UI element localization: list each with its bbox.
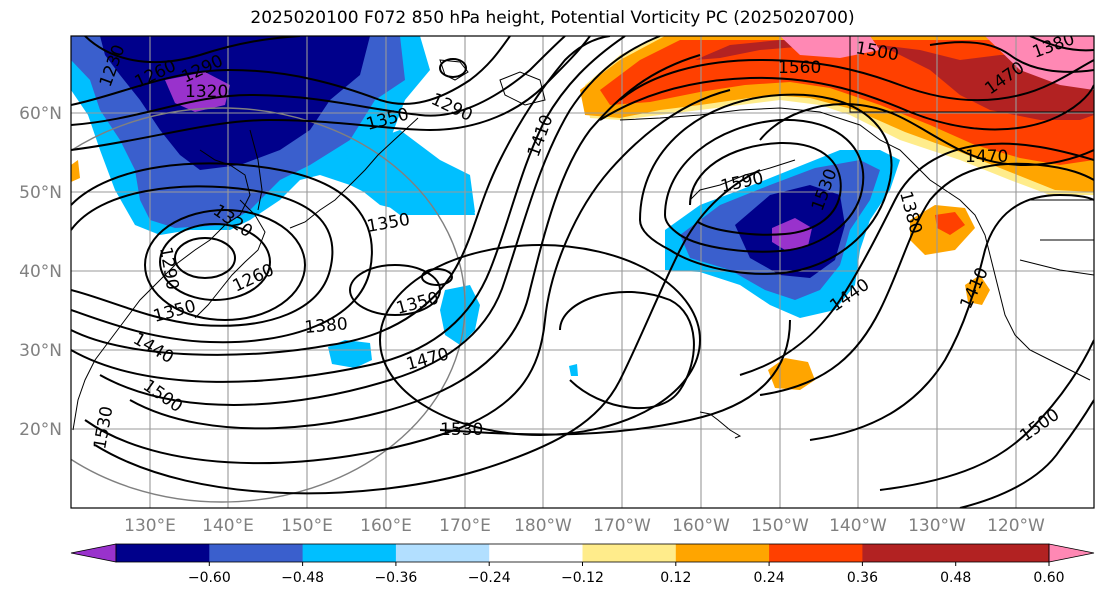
colorbar-tick-label: −0.36 [374,570,417,586]
colorbar-tick-label: 0.48 [940,570,971,586]
contour-label: 1470 [965,147,1008,167]
colorbar-swatch [955,544,1050,562]
colorbar-swatch [116,544,210,562]
lat-label: 20°N [19,420,62,440]
lon-label: 170°W [593,516,651,536]
contour-label: 1560 [778,58,821,78]
pv-pacific-blob [440,285,480,345]
contour-label: 1320 [185,82,228,102]
lat-label: 30°N [19,341,62,361]
lat-label: 60°N [19,104,62,124]
colorbar-tick-label: −0.12 [561,570,604,586]
pv-pacific-small [328,340,372,368]
colorbar-tick-label: −0.60 [188,570,231,586]
colorbar-swatch [302,544,397,562]
pv-bering-light [345,130,475,215]
lat-label: 50°N [19,183,62,203]
colorbar-swatch [769,544,863,562]
contour-label: 1380 [304,314,349,338]
colorbar-tick-label: 0.12 [660,570,691,586]
map-area: 1230 1260 1290 1320 1350 1290 1350 1410 … [71,36,1094,508]
latitude-labels: 60°N 50°N 40°N 30°N 20°N [19,104,62,440]
longitude-labels: 130°E 140°E 150°E 160°E 170°E 180°W 170°… [124,516,1045,536]
colorbar-swatch [582,544,677,562]
pv-west-edge [71,160,80,182]
colorbar-swatch [395,544,490,562]
colorbar-extend-min [70,543,117,563]
lon-label: 180°W [514,516,572,536]
colorbar-tick-label: 0.60 [1033,570,1064,586]
lat-label: 40°N [19,262,62,282]
map-title: 2025020100 F072 850 hPa height, Potentia… [250,8,855,28]
pv-ca-red [935,212,965,235]
colorbar-extend-max [1048,543,1095,563]
lon-label: 140°W [829,516,887,536]
lon-label: 150°W [751,516,809,536]
colorbar-swatch [209,544,304,562]
lon-label: 160°W [672,516,730,536]
colorbar: −0.60 −0.48 −0.36 −0.24 −0.12 0.12 0.24 0.36 0.4… [70,543,1095,586]
colorbar-tick-label: 0.24 [754,570,785,586]
map-frame [70,35,1095,509]
colorbar-tick-label: −0.48 [281,570,324,586]
domain-circle [71,107,466,503]
colorbar-swatch [675,544,770,562]
colorbar-tick-label: 0.36 [847,570,878,586]
lon-label: 130°W [908,516,966,536]
lon-label: 120°W [987,516,1045,536]
lon-label: 170°E [439,516,491,536]
colorbar-swatch [489,544,583,562]
height-contours [71,36,1094,508]
pv-band-dark-blue [100,36,370,170]
colorbar-swatch [862,544,957,562]
pv-tiny [569,364,578,376]
lon-label: 130°E [124,516,176,536]
lon-label: 160°E [360,516,412,536]
contour-label: 1530 [440,420,483,440]
lon-label: 150°E [281,516,333,536]
colorbar-tick-label: −0.24 [468,570,511,586]
lon-label: 140°E [202,516,254,536]
pv-band-pink [780,36,880,58]
pv-band-purple [165,72,230,112]
graticule [71,36,1094,508]
